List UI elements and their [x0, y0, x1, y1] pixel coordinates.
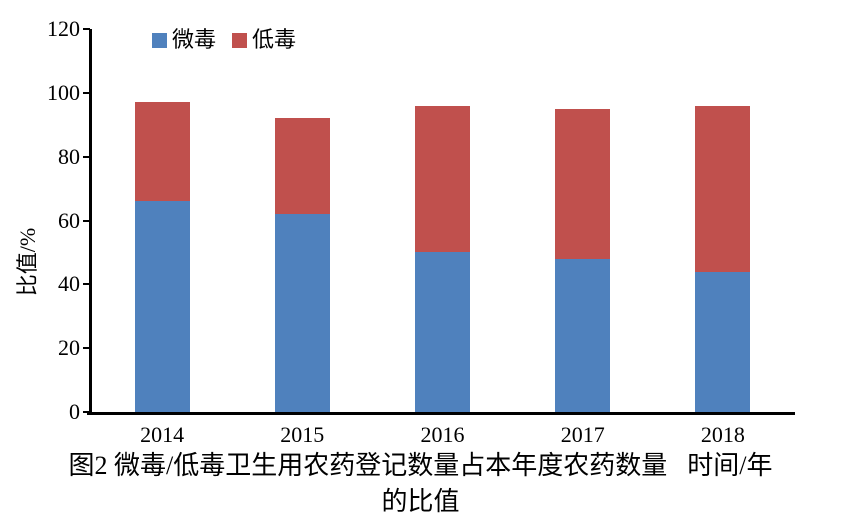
y-tick-label: 120 — [47, 16, 80, 41]
caption-line-1: 图2 微毒/低毒卫生用农药登记数量占本年度农药数量 时间/年 — [0, 448, 841, 484]
x-axis-line — [87, 412, 795, 415]
bar-segment-低毒-2018 — [695, 105, 751, 272]
legend: 微毒 低毒 — [152, 28, 296, 52]
legend-swatch-icon — [232, 32, 248, 48]
caption-text: 图2 微毒/低毒卫生用农药登记数量占本年度农药数量 — [68, 451, 668, 480]
y-tick-label: 20 — [58, 335, 80, 361]
bar-segment-低毒-2016 — [415, 105, 470, 253]
x-axis-unit-label: 时间/年 — [687, 451, 773, 480]
y-tick-label: 100 — [47, 79, 80, 105]
plot-area: 0 20 40 60 80 100 120 2014 2015 2016 2017 2018 — [47, 16, 795, 447]
x-tick-label-2017: 2017 — [560, 422, 605, 447]
legend-item-低毒: 低毒 — [232, 28, 296, 52]
bar-segment-微毒-2018 — [695, 271, 751, 412]
y-tick-label: 40 — [58, 271, 80, 297]
bar-segment-低毒-2015 — [274, 118, 330, 215]
bar-segment-微毒-2015 — [274, 214, 330, 412]
x-tick-label-2014: 2014 — [140, 422, 185, 447]
bar-segment-低毒-2017 — [555, 108, 611, 259]
bar-segment-微毒-2014 — [134, 201, 190, 412]
caption-line-2: 的比值 — [381, 487, 460, 516]
y-tick-mark — [83, 28, 90, 30]
bar-segment-微毒-2017 — [555, 258, 611, 412]
y-tick-label: 80 — [58, 143, 80, 169]
y-tick-mark — [83, 347, 90, 350]
y-tick-mark — [83, 283, 90, 286]
y-tick-mark — [83, 155, 90, 158]
bar-segment-低毒-2014 — [134, 102, 190, 202]
bar-segment-微毒-2016 — [415, 252, 470, 412]
x-tick-label-2018: 2018 — [700, 422, 745, 447]
y-tick-mark — [83, 411, 90, 413]
y-axis-line — [89, 29, 92, 415]
y-tick-label: 0 — [69, 399, 80, 424]
legend-swatch-icon — [152, 32, 167, 48]
x-tick-label-2015: 2015 — [280, 422, 325, 447]
y-tick-mark — [83, 91, 90, 94]
legend-label: 微毒 — [172, 27, 217, 52]
legend-item-微毒: 微毒 — [152, 28, 216, 52]
figure-caption: 图2 微毒/低毒卫生用农药登记数量占本年度农药数量 时间/年 的比值 — [0, 448, 841, 520]
y-tick-label: 60 — [58, 207, 80, 233]
y-tick-mark — [83, 219, 90, 222]
x-tick-label-2016: 2016 — [420, 422, 465, 447]
legend-label: 低毒 — [252, 27, 297, 52]
